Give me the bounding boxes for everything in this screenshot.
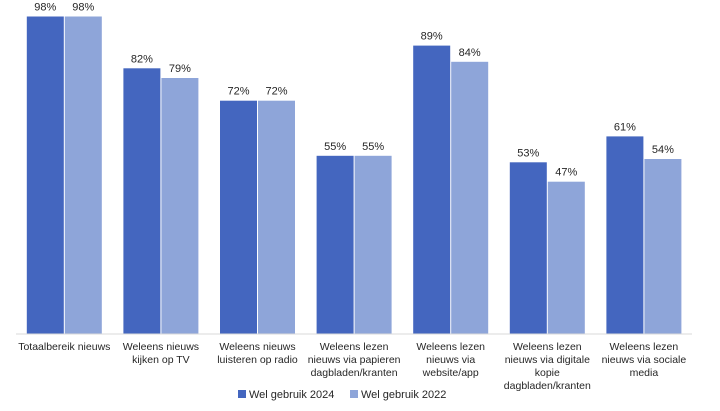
legend-label-1: Wel gebruik 2024 <box>249 389 334 401</box>
category-label-line: dagbladen/kranten <box>311 367 398 379</box>
category-label-line: Weleens lezen <box>610 341 679 353</box>
legend-swatch-2 <box>350 390 358 398</box>
category-label-line: Weleens nieuws <box>219 341 295 353</box>
category-label-line: kopie <box>535 367 560 379</box>
bars-group <box>26 16 682 335</box>
bar-2-2 <box>161 78 199 334</box>
category-label-line: nieuws via digitale <box>505 354 590 366</box>
bar-1-6 <box>509 162 547 334</box>
value-label: 72% <box>265 86 287 98</box>
value-label: 55% <box>362 141 384 153</box>
category-label-line: Weleens lezen <box>416 341 485 353</box>
bar-1-7 <box>606 136 644 334</box>
category-label: Weleens lezen nieuws via papieren dagblade… <box>308 341 401 379</box>
category-label-line: Totaalbereik nieuws <box>18 341 110 353</box>
category-label: Totaalbereik nieuws <box>18 341 110 353</box>
value-labels-group: 98% 98% 82% 79% 72% 72% 55% 55% 89% 84% 53% 47% 61% 5… <box>34 2 674 179</box>
legend-label-2: Wel gebruik 2022 <box>361 389 446 401</box>
category-label: Weleens nieuws luisteren op radio <box>217 341 298 366</box>
category-label-line: nieuws via <box>426 354 475 366</box>
value-label: 82% <box>131 53 153 65</box>
category-label: Weleens lezen nieuws via digitale kopie dag… <box>504 341 591 392</box>
category-label-line: website/app <box>422 367 479 379</box>
bar-2-3 <box>258 100 295 334</box>
category-label: Weleens nieuws kijken op TV <box>123 341 199 366</box>
category-label-line: nieuws via sociale <box>602 354 687 366</box>
value-label: 53% <box>517 147 539 159</box>
value-label: 55% <box>324 141 346 153</box>
bar-1-3 <box>220 100 257 334</box>
value-label: 72% <box>227 86 249 98</box>
value-label: 47% <box>555 167 577 179</box>
category-label-line: nieuws via papieren <box>308 354 401 366</box>
bar-1-5 <box>413 45 451 334</box>
category-label-line: media <box>630 367 659 379</box>
category-label: Weleens lezen nieuws via website/app <box>416 341 485 379</box>
bar-1-2 <box>123 68 161 335</box>
bar-2-7 <box>644 159 682 334</box>
category-label-line: Weleens lezen <box>320 341 389 353</box>
legend-swatch-1 <box>238 390 246 398</box>
value-label: 84% <box>459 47 481 59</box>
bar-2-4 <box>354 155 392 334</box>
value-label: 98% <box>72 2 94 14</box>
value-label: 89% <box>421 31 443 43</box>
legend: Wel gebruik 2024 Wel gebruik 2022 <box>238 389 446 401</box>
category-label-line: Weleens lezen <box>513 341 582 353</box>
value-label: 98% <box>34 2 56 14</box>
value-label: 54% <box>652 144 674 156</box>
bar-2-5 <box>451 61 489 335</box>
category-label: Weleens lezen nieuws via sociale media <box>602 341 687 379</box>
category-label-line: dagbladen/kranten <box>504 380 591 392</box>
value-label: 79% <box>169 63 191 75</box>
category-label-line: Weleens nieuws <box>123 341 199 353</box>
category-labels-group: Totaalbereik nieuws Weleens nieuws kijken … <box>18 341 686 392</box>
bar-1-1 <box>26 16 64 334</box>
value-label: 61% <box>614 121 636 133</box>
bar-2-6 <box>547 181 585 334</box>
bar-2-1 <box>64 16 102 334</box>
category-label-line: kijken op TV <box>132 354 190 366</box>
category-label-line: luisteren op radio <box>217 354 298 366</box>
bar-1-4 <box>316 155 354 334</box>
